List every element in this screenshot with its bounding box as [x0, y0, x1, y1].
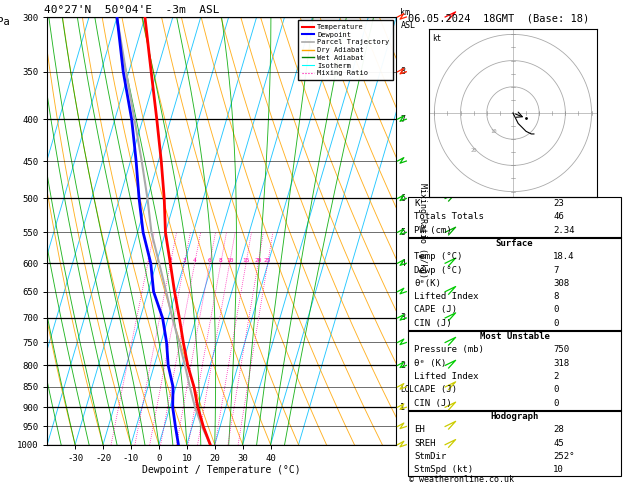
Text: PW (cm): PW (cm): [414, 226, 452, 235]
Text: 23: 23: [553, 199, 564, 208]
Text: 308: 308: [553, 279, 569, 288]
Text: 20: 20: [254, 258, 262, 263]
Text: StmDir: StmDir: [414, 452, 446, 461]
Text: 8: 8: [553, 292, 559, 301]
Text: 18.4: 18.4: [553, 252, 574, 261]
Text: 1: 1: [146, 258, 150, 263]
Text: 10: 10: [226, 258, 233, 263]
Text: LCL: LCL: [401, 384, 415, 394]
Text: 3: 3: [401, 313, 406, 323]
Text: 2: 2: [401, 361, 406, 370]
Text: 20: 20: [470, 148, 477, 153]
Text: km: km: [401, 8, 411, 17]
Text: Surface: Surface: [496, 239, 533, 248]
Text: CIN (J): CIN (J): [414, 319, 452, 328]
Text: © weatheronline.co.uk: © weatheronline.co.uk: [409, 474, 514, 484]
Text: Dewp (°C): Dewp (°C): [414, 265, 462, 275]
Text: 46: 46: [553, 212, 564, 221]
Text: 2: 2: [553, 372, 559, 381]
Text: 10: 10: [553, 465, 564, 474]
Text: 2.34: 2.34: [553, 226, 574, 235]
Text: 7: 7: [401, 115, 406, 124]
Bar: [408, 197, 621, 238]
Text: 15: 15: [242, 258, 250, 263]
Text: 4: 4: [193, 258, 197, 263]
Text: Lifted Index: Lifted Index: [414, 292, 479, 301]
Text: CAPE (J): CAPE (J): [414, 385, 457, 394]
Text: CIN (J): CIN (J): [414, 399, 452, 408]
Text: 252°: 252°: [553, 452, 574, 461]
Text: 8: 8: [401, 67, 406, 76]
Text: Lifted Index: Lifted Index: [414, 372, 479, 381]
Text: 0: 0: [553, 385, 559, 394]
Text: 6: 6: [208, 258, 211, 263]
X-axis label: Dewpoint / Temperature (°C): Dewpoint / Temperature (°C): [142, 466, 301, 475]
Text: 8: 8: [219, 258, 223, 263]
Text: 3: 3: [182, 258, 186, 263]
Text: 5: 5: [401, 228, 406, 237]
Text: 25: 25: [264, 258, 272, 263]
Text: 0: 0: [553, 305, 559, 314]
Text: SREH: SREH: [414, 438, 435, 448]
Text: K: K: [414, 199, 420, 208]
Text: 28: 28: [553, 425, 564, 434]
Text: Pressure (mb): Pressure (mb): [414, 346, 484, 354]
Text: 0: 0: [553, 399, 559, 408]
Text: ASL: ASL: [401, 21, 416, 30]
Text: StmSpd (kt): StmSpd (kt): [414, 465, 473, 474]
Text: 10: 10: [490, 129, 496, 134]
Bar: [408, 410, 621, 476]
Text: 06.05.2024  18GMT  (Base: 18): 06.05.2024 18GMT (Base: 18): [408, 14, 589, 24]
Text: Mixing Ratio (g/kg): Mixing Ratio (g/kg): [418, 183, 427, 278]
Text: 1: 1: [401, 403, 406, 412]
Text: EH: EH: [414, 425, 425, 434]
Text: kt: kt: [431, 35, 441, 43]
Text: 45: 45: [553, 438, 564, 448]
Legend: Temperature, Dewpoint, Parcel Trajectory, Dry Adiabat, Wet Adiabat, Isotherm, Mi: Temperature, Dewpoint, Parcel Trajectory…: [298, 20, 392, 80]
Y-axis label: hPa: hPa: [0, 17, 9, 27]
Text: Hodograph: Hodograph: [491, 412, 538, 421]
Text: Temp (°C): Temp (°C): [414, 252, 462, 261]
Text: 2: 2: [169, 258, 172, 263]
Text: Totals Totals: Totals Totals: [414, 212, 484, 221]
Text: 40°27'N  50°04'E  -3m  ASL: 40°27'N 50°04'E -3m ASL: [43, 5, 219, 15]
Text: 0: 0: [553, 319, 559, 328]
Text: 318: 318: [553, 359, 569, 368]
Bar: [408, 237, 621, 331]
Text: θᵉ(K): θᵉ(K): [414, 279, 441, 288]
Bar: [408, 330, 621, 411]
Text: Most Unstable: Most Unstable: [479, 332, 550, 341]
Text: 7: 7: [553, 265, 559, 275]
Text: 6: 6: [401, 194, 406, 203]
Text: CAPE (J): CAPE (J): [414, 305, 457, 314]
Text: 4: 4: [401, 259, 406, 268]
Text: θᵉ (K): θᵉ (K): [414, 359, 446, 368]
Text: 750: 750: [553, 346, 569, 354]
